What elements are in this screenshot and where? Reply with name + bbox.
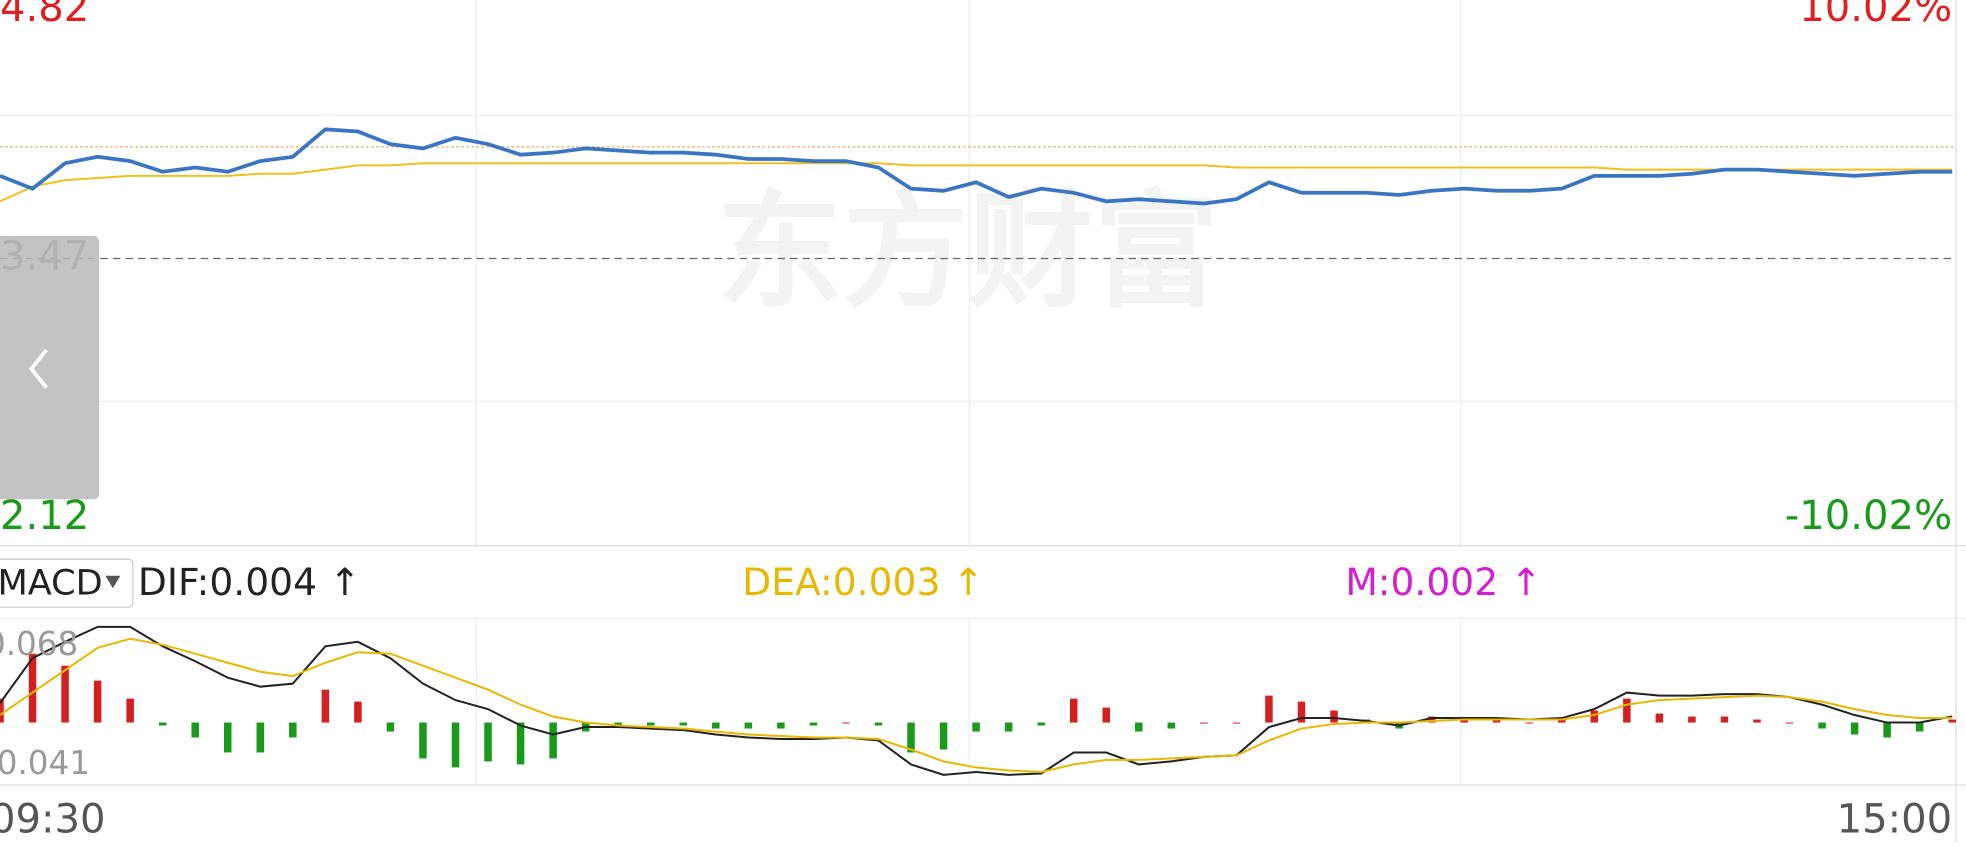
price-line: [0, 127, 1953, 206]
y-tick-label: 2.12: [0, 493, 89, 539]
dea-line: [0, 637, 1953, 773]
macd-bar: [972, 722, 980, 732]
macd-bar: [1785, 722, 1794, 724]
macd-bar: [614, 722, 622, 726]
macd-bar: [516, 722, 525, 765]
indicator-value: DEA:0.003 ↑: [742, 560, 984, 604]
back-button[interactable]: [0, 235, 100, 500]
y-tick-label: -0.041: [0, 744, 90, 782]
macd-bar: [874, 722, 883, 726]
macd-bar: [1200, 722, 1208, 724]
back-arrow: [28, 348, 48, 389]
macd-bar: [126, 698, 134, 723]
macd-bar: [549, 722, 557, 759]
macd-bar: [256, 722, 265, 753]
selector-label: MACD: [0, 562, 103, 603]
macd-bar: [1753, 719, 1761, 723]
macd-bar: [1623, 698, 1631, 723]
macd-bar: [1069, 698, 1078, 723]
macd-bar: [1427, 716, 1436, 723]
macd-bar: [93, 680, 102, 723]
indicator-value: DIF:0.004 ↑: [138, 560, 361, 604]
macd-bar: [1460, 719, 1468, 723]
macd-bar: [907, 722, 915, 753]
macd-bar: [289, 722, 297, 738]
macd-bar: [1688, 716, 1696, 723]
macd-bar: [809, 722, 818, 726]
y-tick-label: 4.82: [0, 0, 89, 31]
macd-bar: [1330, 710, 1338, 723]
macd-bar: [777, 722, 785, 729]
dif-line: [0, 625, 1953, 776]
y-tick-label: 0.068: [0, 625, 78, 663]
dropdown-arrow: [105, 575, 121, 589]
macd-bar: [1492, 719, 1501, 723]
macd-bar: [1558, 719, 1566, 723]
macd-bar: [1850, 722, 1859, 735]
macd-bar: [1818, 722, 1826, 729]
macd-bar: [28, 653, 37, 723]
macd-bar: [321, 689, 330, 723]
macd-bar: [0, 698, 4, 723]
macd-bar: [939, 722, 948, 750]
macd-bar: [1297, 701, 1306, 723]
macd-bar: [386, 722, 395, 732]
macd-bar: [1883, 722, 1891, 738]
macd-bar: [191, 722, 199, 738]
macd-bar: [1167, 722, 1176, 729]
macd-bar: [1265, 695, 1273, 723]
x-tick-label: 15:00: [1837, 796, 1953, 842]
average-line: [0, 162, 1953, 203]
watermark: 东方财富: [717, 179, 1219, 325]
macd-bar: [1915, 722, 1924, 732]
macd-bar: [1948, 719, 1956, 723]
macd-bar: [223, 722, 232, 753]
macd-bar: [354, 701, 362, 723]
macd-bar: [158, 722, 167, 726]
macd-bar: [451, 722, 460, 768]
x-tick-label: 09:30: [0, 796, 106, 842]
macd-bar: [1720, 716, 1729, 723]
indicator-selector[interactable]: [0, 558, 134, 608]
macd-bar: [1135, 722, 1143, 732]
macd-bar: [712, 722, 720, 729]
macd-bar: [419, 722, 427, 759]
macd-bar: [1102, 707, 1111, 723]
macd-bar: [1232, 722, 1241, 724]
macd-bar: [1655, 713, 1664, 723]
macd-bar: [744, 722, 753, 729]
indicator-value: M:0.002 ↑: [1345, 560, 1541, 604]
macd-bar: [646, 722, 655, 726]
macd-bar: [1004, 722, 1013, 732]
macd-bar: [679, 722, 688, 726]
macd-bar: [842, 722, 850, 724]
y2-tick-label: 10.02%: [1799, 0, 1952, 31]
y2-tick-label: -10.02%: [1785, 493, 1952, 539]
macd-bar: [61, 665, 69, 723]
macd-bar: [484, 722, 492, 762]
macd-bar: [1525, 722, 1533, 724]
macd-bar: [1037, 722, 1045, 726]
macd-bar: [1590, 710, 1599, 723]
